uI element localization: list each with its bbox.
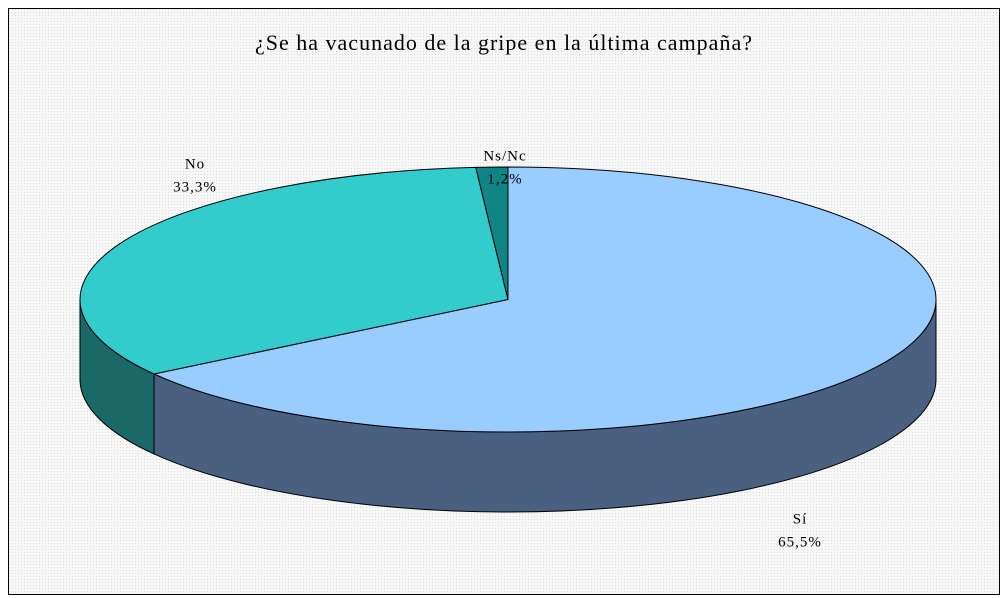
slice-label: No <box>185 156 205 172</box>
pie-slice <box>475 166 509 300</box>
pie-slice <box>79 166 509 375</box>
slice-value-label: 1,2% <box>487 171 522 187</box>
slice-value-label: 33,3% <box>173 179 217 195</box>
pie-slice <box>152 166 937 433</box>
pie <box>79 166 937 513</box>
slice-value-label: 65,5% <box>778 534 822 550</box>
slice-label: Ns/Nc <box>483 148 526 164</box>
slice-label: Sí <box>793 511 808 527</box>
chart-title: ¿Se ha vacunado de la gripe en la última… <box>255 30 753 55</box>
